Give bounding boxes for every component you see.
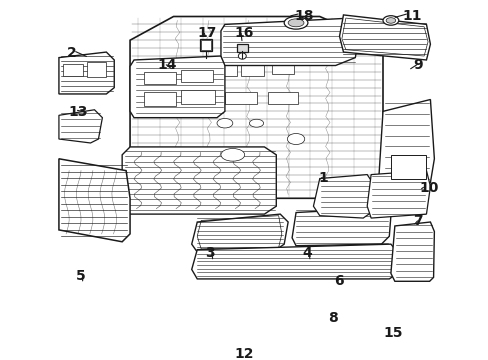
Bar xyxy=(209,64,236,76)
Ellipse shape xyxy=(221,149,244,161)
Text: 12: 12 xyxy=(234,347,253,360)
Ellipse shape xyxy=(238,53,246,59)
Bar xyxy=(240,64,264,76)
Text: 11: 11 xyxy=(402,9,422,23)
Text: 15: 15 xyxy=(382,327,402,340)
Polygon shape xyxy=(378,99,433,186)
Text: 16: 16 xyxy=(234,26,253,40)
Bar xyxy=(144,91,176,106)
Polygon shape xyxy=(59,52,114,94)
Bar xyxy=(181,90,214,104)
Bar xyxy=(224,91,256,104)
Text: 17: 17 xyxy=(197,26,216,40)
Polygon shape xyxy=(130,56,224,118)
Polygon shape xyxy=(291,208,390,246)
Text: 13: 13 xyxy=(68,105,88,119)
Bar xyxy=(199,39,212,51)
Ellipse shape xyxy=(217,118,232,128)
Bar xyxy=(63,64,82,76)
Text: 2: 2 xyxy=(67,46,77,60)
Polygon shape xyxy=(366,171,429,218)
Polygon shape xyxy=(59,159,130,242)
Text: 10: 10 xyxy=(419,181,438,195)
Text: 9: 9 xyxy=(412,58,422,72)
Text: 18: 18 xyxy=(294,9,313,23)
Polygon shape xyxy=(313,175,374,218)
Bar xyxy=(390,155,426,179)
Ellipse shape xyxy=(382,16,398,25)
Ellipse shape xyxy=(287,134,304,145)
Bar xyxy=(236,44,247,52)
Polygon shape xyxy=(339,15,429,60)
Text: 7: 7 xyxy=(412,214,422,228)
Text: 8: 8 xyxy=(327,311,337,325)
Text: 5: 5 xyxy=(76,269,86,283)
Polygon shape xyxy=(390,222,433,281)
Text: 1: 1 xyxy=(318,171,327,185)
Bar xyxy=(86,62,106,77)
Bar xyxy=(181,70,213,82)
Polygon shape xyxy=(122,147,276,214)
Text: 3: 3 xyxy=(205,246,214,260)
Bar xyxy=(201,40,210,50)
Ellipse shape xyxy=(284,17,307,29)
Bar xyxy=(144,72,176,84)
Ellipse shape xyxy=(386,18,395,23)
Bar xyxy=(268,91,298,104)
Ellipse shape xyxy=(287,19,304,27)
Text: 14: 14 xyxy=(158,58,177,72)
Text: 4: 4 xyxy=(302,246,311,260)
Bar xyxy=(272,64,294,74)
Ellipse shape xyxy=(249,119,263,127)
Polygon shape xyxy=(221,18,359,66)
Polygon shape xyxy=(191,214,287,252)
Polygon shape xyxy=(130,17,382,198)
Polygon shape xyxy=(191,244,398,279)
Bar xyxy=(181,91,217,106)
Text: 6: 6 xyxy=(333,274,343,288)
Polygon shape xyxy=(59,110,102,143)
